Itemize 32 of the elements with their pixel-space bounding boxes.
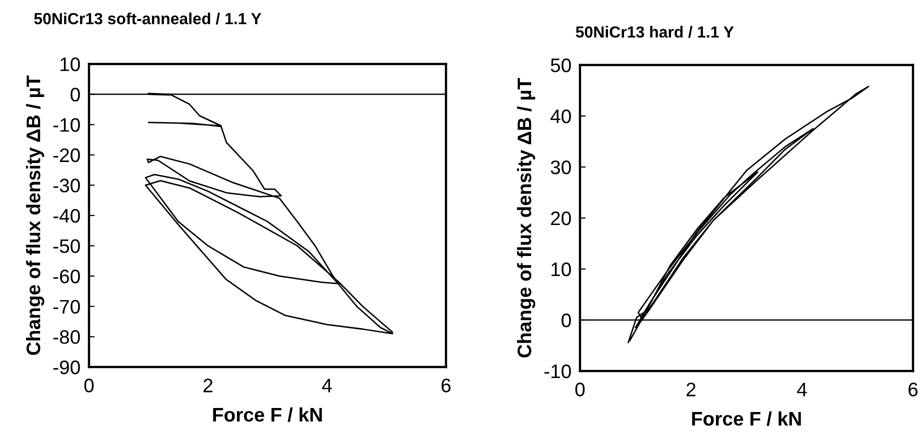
x-tick-label: 0 xyxy=(575,382,585,396)
y-tick-label: 40 xyxy=(550,109,571,124)
y-tick-label: -40 xyxy=(53,208,80,223)
y-tick-label: -60 xyxy=(53,270,80,284)
y-tick-label: -10 xyxy=(544,364,571,378)
y-tick-label: -50 xyxy=(53,239,80,254)
chart-title: 50NiCr13 hard / 1.1 Y xyxy=(576,26,734,38)
y-tick-label: -10 xyxy=(53,118,80,132)
x-tick-label: 2 xyxy=(686,382,696,396)
x-tick-label: 6 xyxy=(442,378,451,392)
y-tick-label: 10 xyxy=(60,57,80,72)
y-axis-title: Change of flux density ΔB / µT xyxy=(26,75,44,355)
y-tick-label: -70 xyxy=(53,300,80,314)
y-axis-title: Change of flux density ΔB / µT xyxy=(517,78,536,358)
y-tick-label: -30 xyxy=(53,178,80,192)
chart-title: 50NiCr13 soft-annealed / 1.1 Y xyxy=(34,12,262,24)
x-axis-title: Force F / kN xyxy=(692,411,801,426)
y-tick-label: -90 xyxy=(53,360,80,374)
y-tick-label: 30 xyxy=(550,160,571,174)
x-tick-label: 0 xyxy=(84,378,94,392)
x-tick-label: 2 xyxy=(204,378,212,392)
y-tick-label: -80 xyxy=(53,330,80,344)
y-tick-label: -20 xyxy=(53,148,80,162)
y-tick-label: 50 xyxy=(550,58,571,72)
x-tick-label: 4 xyxy=(322,378,332,392)
x-tick-label: 6 xyxy=(908,382,918,396)
y-tick-label: 0 xyxy=(70,88,80,102)
x-tick-label: 4 xyxy=(797,382,807,396)
y-tick-label: 20 xyxy=(551,211,571,226)
x-axis-title: Force F / kN xyxy=(213,407,322,422)
y-tick-label: 10 xyxy=(552,262,571,276)
y-tick-label: 0 xyxy=(562,313,571,328)
